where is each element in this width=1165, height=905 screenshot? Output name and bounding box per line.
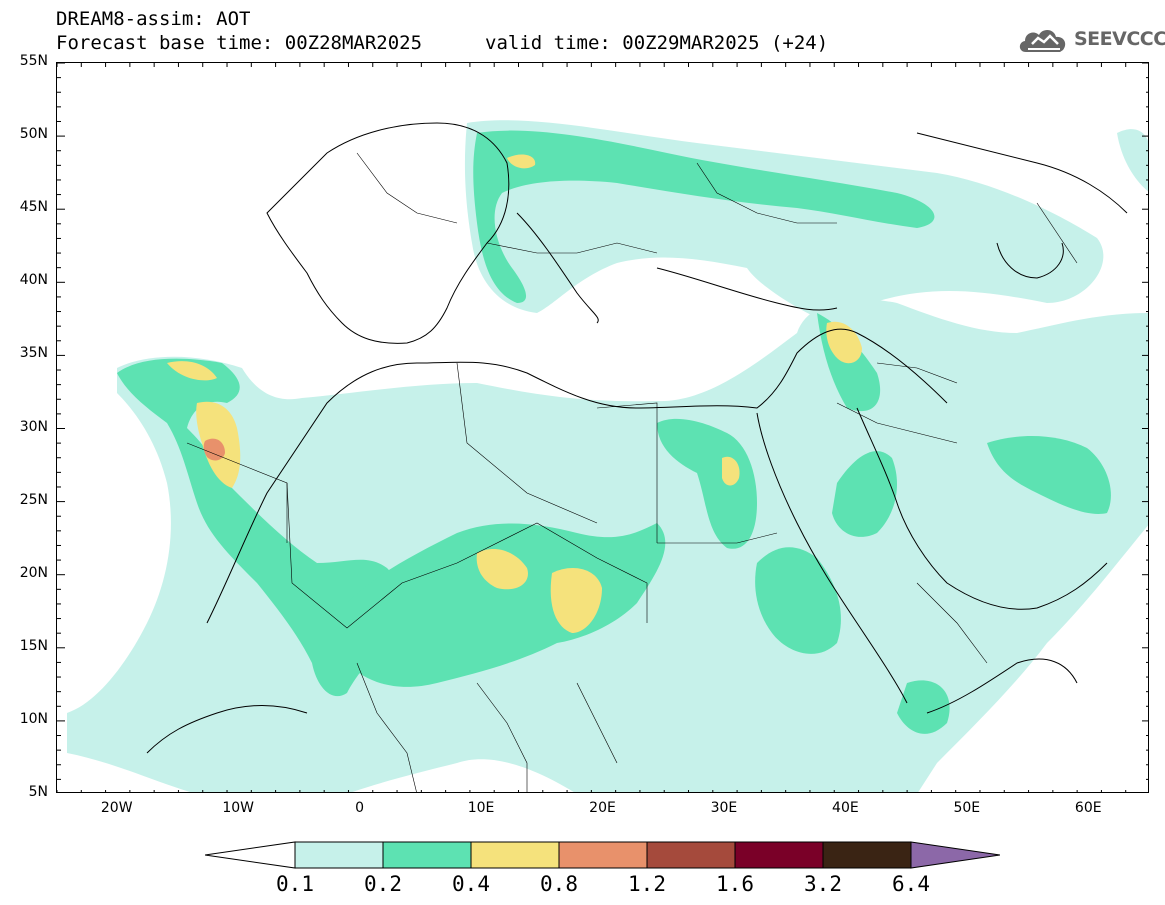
lat-label: 20N bbox=[19, 564, 48, 581]
colorbar-level-label: 3.2 bbox=[804, 872, 842, 896]
aot-colorbar bbox=[205, 841, 1000, 869]
lon-label: 10E bbox=[467, 800, 495, 816]
colorbar-bin-5 bbox=[646, 841, 736, 869]
lon-label: 60E bbox=[1074, 800, 1102, 816]
lat-label: 25N bbox=[19, 491, 48, 508]
lon-label: 20W bbox=[100, 800, 133, 816]
aot-band-high bbox=[167, 154, 862, 633]
lon-label: 20E bbox=[589, 800, 616, 816]
colorbar-level-label: 1.2 bbox=[628, 872, 666, 896]
lat-label: 5N bbox=[28, 784, 48, 800]
colorbar-level-label: 0.4 bbox=[452, 872, 490, 896]
colorbar-level-label: 1.6 bbox=[716, 872, 754, 896]
lat-label: 55N bbox=[19, 53, 48, 69]
coastlines bbox=[146, 122, 1128, 754]
lon-label: 30E bbox=[710, 800, 738, 816]
colorbar-bin-1 bbox=[294, 841, 384, 869]
colorbar-bin-2 bbox=[382, 841, 472, 869]
country-borders bbox=[186, 152, 1078, 792]
colorbar-level-label: 6.4 bbox=[892, 872, 930, 896]
colorbar-low-arrow bbox=[205, 841, 296, 869]
logo-text: SEEVCCC bbox=[1074, 28, 1165, 50]
lat-label: 35N bbox=[19, 345, 48, 362]
colorbar-level-label: 0.1 bbox=[276, 872, 314, 896]
lon-label: 40E bbox=[832, 800, 859, 816]
cloud-icon bbox=[1019, 29, 1066, 52]
lon-label: 10W bbox=[222, 800, 254, 816]
colorbar-level-label: 0.8 bbox=[540, 872, 578, 896]
frame-ticks bbox=[57, 63, 1148, 792]
colorbar-bin-3 bbox=[470, 841, 560, 869]
lat-label: 45N bbox=[19, 199, 48, 216]
aot-band-peak bbox=[203, 438, 225, 461]
seevccc-logo: SEEVCCC bbox=[1016, 22, 1165, 58]
forecast-base-time: Forecast base time: 00Z28MAR2025 bbox=[56, 32, 423, 54]
valid-time: valid time: 00Z29MAR2025 (+24) bbox=[485, 32, 829, 54]
lon-label: 0 bbox=[355, 800, 365, 816]
colorbar-bin-7 bbox=[822, 841, 912, 869]
lat-label: 10N bbox=[19, 710, 48, 727]
colorbar-bin-4 bbox=[558, 841, 648, 869]
colorbar-bin-6 bbox=[734, 841, 824, 869]
lon-label: 50E bbox=[953, 800, 981, 816]
aot-map bbox=[56, 62, 1149, 793]
lat-label: 50N bbox=[19, 126, 48, 143]
colorbar-high-arrow bbox=[910, 841, 1000, 869]
aot-map-svg bbox=[57, 63, 1148, 792]
map-title: DREAM8-assim: AOT bbox=[56, 8, 251, 30]
lat-label: 15N bbox=[19, 637, 48, 654]
aot-band-medium bbox=[117, 130, 1111, 734]
lat-label: 40N bbox=[19, 272, 48, 289]
colorbar-level-label: 0.2 bbox=[364, 872, 402, 896]
lat-label: 30N bbox=[19, 418, 48, 435]
